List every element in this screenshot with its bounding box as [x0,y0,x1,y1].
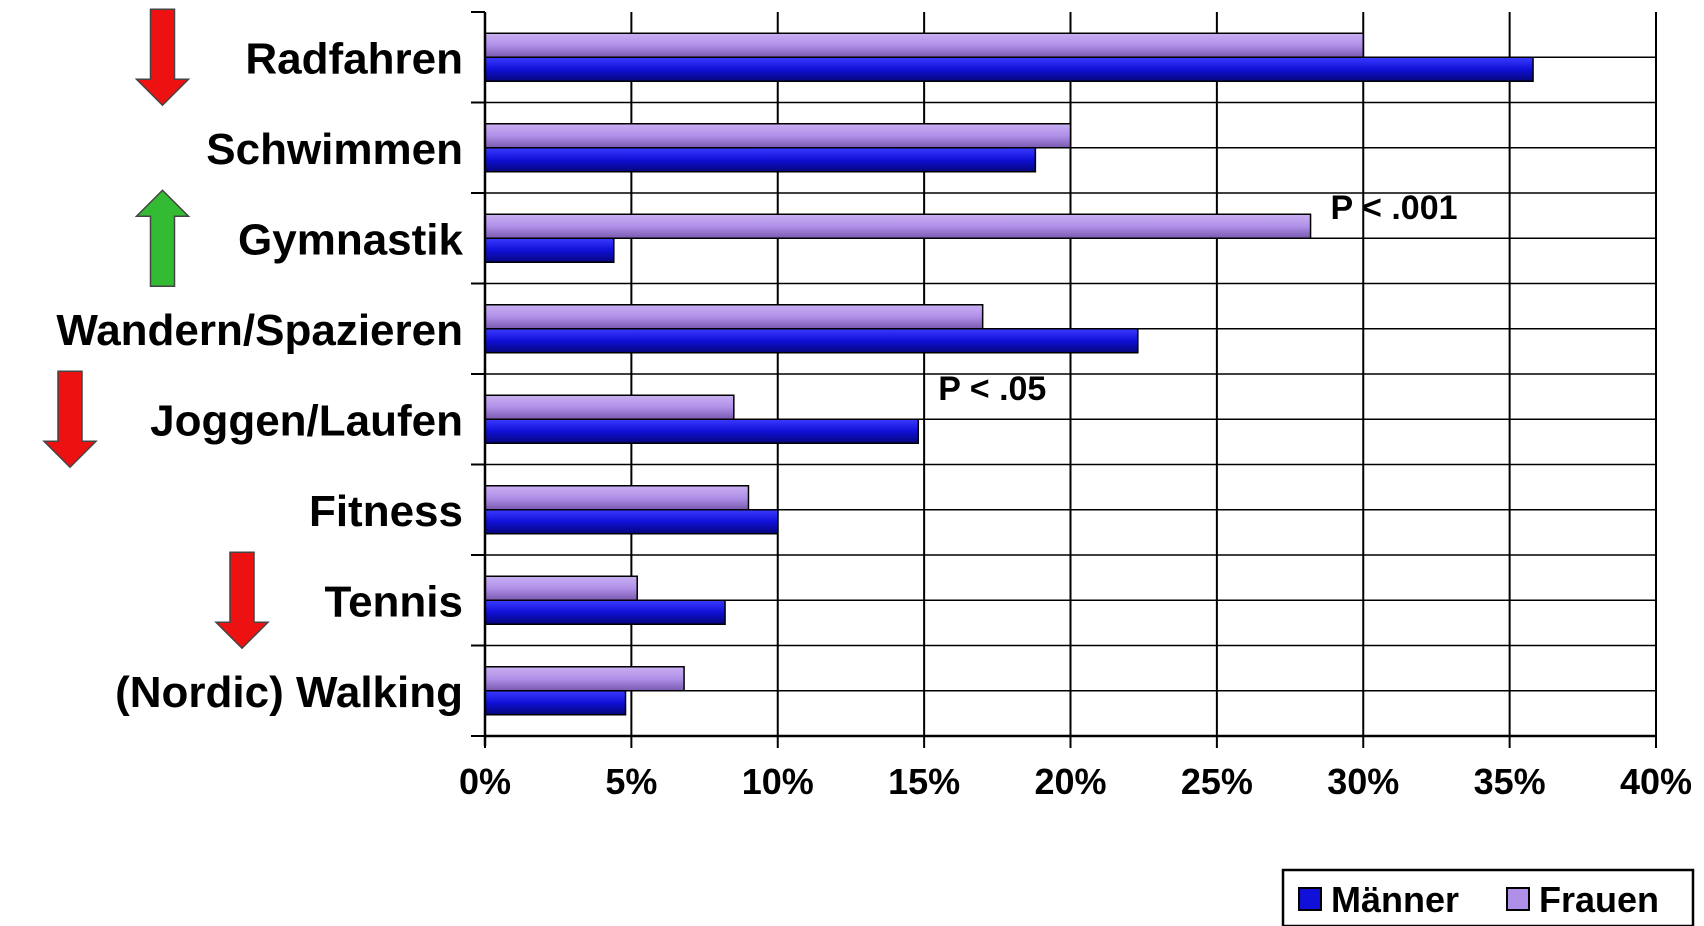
significance-annotation: P < .05 [938,370,1046,408]
category-label: Joggen/Laufen [150,396,463,445]
grid-layer [485,12,1657,737]
axes-layer [471,11,1657,748]
bar-frauen [484,394,735,420]
bar-frauen [484,123,1072,149]
legend-swatch [1298,887,1322,911]
arrow-down-icon [134,8,191,107]
bar-frauen [484,304,984,330]
category-label: Wandern/Spazieren [56,306,463,355]
bar-frauen [484,32,1364,58]
category-label: Radfahren [245,34,463,83]
category-label: Schwimmen [206,125,463,174]
category-label: Tennis [324,577,463,626]
x-tick-label: 10% [742,761,814,802]
legend-label: Männer [1331,879,1459,920]
x-tick-label: 5% [605,761,657,802]
bar-frauen [484,213,1312,239]
arrow-down-icon [42,370,98,469]
bar-maenner [484,147,1037,173]
significance-annotation: P < .001 [1331,189,1458,227]
arrow-down-icon [214,551,270,650]
x-tick-label: 30% [1327,761,1399,802]
bar-maenner [484,690,627,716]
legend-label: Frauen [1539,879,1659,920]
bar-maenner [484,56,1534,82]
labels-layer: 0% 5% 10% 15% 20% 25% 30% 35% 40% Radfahren Schwim… [56,34,1692,802]
category-label: (Nordic) Walking [115,668,463,717]
bars-layer [484,32,1534,716]
x-tick-label: 15% [888,761,960,802]
legend-box [1281,868,1695,926]
bar-maenner [484,237,615,263]
x-tick-label: 20% [1034,761,1106,802]
legend-swatch [1506,887,1530,911]
category-label: Gymnastik [238,215,464,264]
legend: Männer Frauen [1281,868,1695,926]
bar-maenner [484,509,779,535]
arrows-layer [42,8,270,650]
x-tick-label: 25% [1181,761,1253,802]
category-label: Fitness [309,487,463,536]
bar-frauen [484,666,685,692]
x-tick-label: 40% [1620,761,1692,802]
bar-frauen [484,485,750,511]
bar-maenner [484,599,726,625]
bar-maenner [484,328,1139,354]
x-tick-label: 35% [1474,761,1546,802]
bar-maenner [484,418,920,444]
bar-frauen [484,575,638,601]
x-tick-label: 0% [459,761,511,802]
arrow-up-icon [134,189,191,287]
